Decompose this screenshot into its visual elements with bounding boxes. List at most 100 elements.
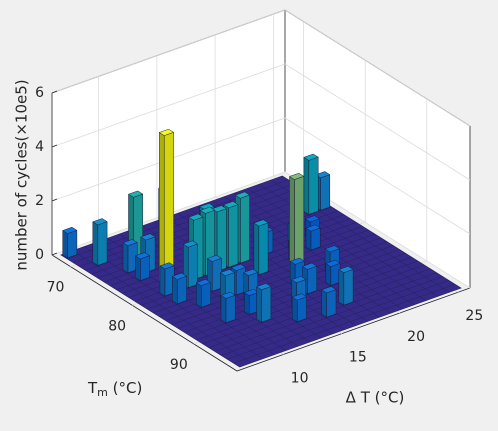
bar-face-top (219, 269, 236, 277)
z-tick (51, 144, 58, 148)
floor-line (153, 233, 375, 314)
floor-line (171, 245, 394, 325)
bar-face-top (199, 206, 216, 214)
bar-face-top (338, 266, 354, 273)
bar (158, 128, 175, 285)
bar (195, 279, 212, 308)
bar-face-top (188, 213, 204, 221)
x-tick-label: 25 (465, 308, 483, 324)
bar (171, 272, 188, 305)
bar-face-left (305, 227, 312, 251)
bar-face-left (159, 132, 165, 285)
bar-face-top (243, 268, 259, 276)
bar-face-front (307, 265, 318, 295)
bar (122, 239, 138, 274)
z-tick (51, 198, 58, 202)
bar-face-left (172, 275, 178, 305)
bar-face-top (223, 201, 239, 209)
y-axis-label-symbol: T (87, 379, 98, 397)
bar-face-top (324, 245, 340, 253)
bar (305, 224, 321, 251)
z-tick-label: 6 (35, 85, 44, 101)
bar-face-front (225, 294, 236, 324)
y-axis-label: Tm (°C) (87, 379, 142, 400)
bars (62, 128, 354, 324)
y-axis-label-unit: (°C) (108, 379, 142, 397)
bar-face-left (303, 156, 310, 215)
box-edge (51, 254, 471, 372)
floor-line (208, 268, 431, 348)
bar-face-left (244, 292, 250, 315)
bar-face-top (230, 263, 247, 271)
bar-face-left (220, 294, 227, 324)
floor-line (73, 183, 295, 263)
bar-face-top (62, 226, 78, 234)
bar-face-top (92, 218, 108, 226)
bar-face-top (301, 262, 318, 270)
labels: 0 2 4 6 70 80 90 10 15 20 25 (35, 85, 483, 386)
floor-line (247, 188, 427, 301)
z-axis-label: number of cycles(×10e5) (13, 79, 31, 270)
side-wall (285, 10, 470, 288)
bar-face-front (163, 131, 174, 285)
bar (253, 219, 269, 276)
bar-face-front (97, 221, 108, 266)
z-grid-line (51, 63, 471, 181)
bar-face-top (159, 262, 175, 270)
bar-face-left (122, 242, 129, 274)
bar (303, 153, 319, 215)
x-axis-label: Δ T (°C) (346, 389, 405, 407)
bar-face-top (291, 293, 308, 301)
x-tick-label: 15 (349, 350, 367, 366)
bar-face-top (158, 128, 175, 136)
z-tick-label: 2 (35, 193, 44, 209)
y-tick-label: 80 (108, 318, 126, 334)
bar-face-top (289, 257, 305, 265)
bar-face-left (338, 269, 345, 306)
bar (92, 218, 108, 266)
z-grid-line (51, 9, 471, 127)
bar-face-front (240, 194, 250, 264)
bar (206, 254, 223, 292)
bar-face-top (140, 233, 156, 241)
bar-face-left (289, 176, 295, 275)
bar-face-top (206, 254, 223, 262)
bar-face-top (211, 205, 227, 213)
bar (243, 288, 260, 315)
z-tick (51, 90, 58, 94)
bar-face-left (325, 263, 332, 286)
bar-face-top (288, 172, 305, 180)
x-tick-label: 20 (407, 329, 425, 345)
floor-line (223, 196, 403, 310)
z-tick-label: 0 (35, 247, 44, 263)
floor-line (72, 250, 252, 364)
floor-line (233, 284, 456, 364)
bar-face-top (321, 286, 337, 294)
bar-face-top (315, 171, 331, 179)
bar (338, 266, 354, 306)
bar-face-front (326, 289, 337, 318)
bar-face-front (228, 204, 239, 268)
bar-face-top (127, 190, 144, 198)
bar (62, 226, 78, 259)
floor-line (202, 264, 425, 345)
bar (321, 286, 337, 318)
z-grid-line (51, 117, 471, 235)
bar-face-top (325, 259, 341, 267)
bar (256, 283, 272, 323)
bar (291, 293, 308, 323)
bar-face-top (291, 276, 307, 284)
y-tick-label: 90 (170, 357, 188, 373)
bar-face-front (258, 222, 269, 276)
floor-line (221, 276, 443, 356)
bar-face-front (200, 282, 211, 308)
x-tick-label: 10 (291, 370, 309, 386)
bar-face-left (291, 296, 298, 323)
bar-face-top (171, 272, 188, 280)
bar-face-top (195, 279, 212, 286)
floor-line (196, 260, 419, 341)
bar-face-left (92, 221, 99, 266)
bar-face-front (177, 275, 187, 305)
